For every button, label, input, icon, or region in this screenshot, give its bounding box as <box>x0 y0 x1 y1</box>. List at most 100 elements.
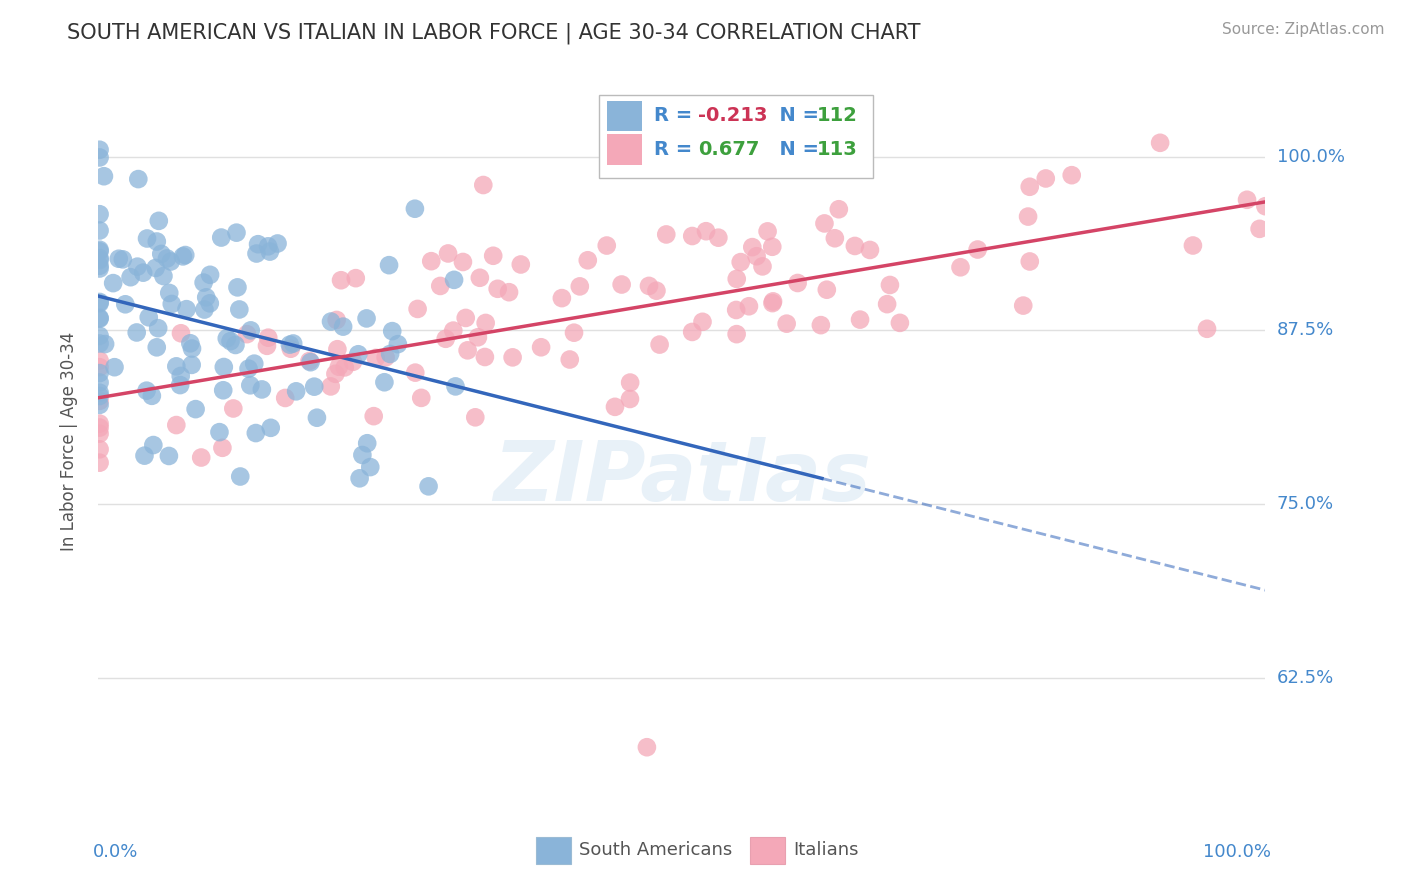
Point <box>212 359 235 374</box>
Point <box>190 450 212 465</box>
Point <box>94 337 117 351</box>
Point <box>215 331 238 345</box>
Point <box>103 360 125 375</box>
Point <box>219 334 242 348</box>
Point <box>429 279 451 293</box>
Point <box>762 294 785 309</box>
Point <box>655 227 678 242</box>
Point <box>681 229 703 244</box>
Point <box>876 297 898 311</box>
Point <box>132 266 155 280</box>
Point <box>285 384 308 399</box>
Point <box>815 283 838 297</box>
Point <box>256 339 278 353</box>
Point <box>89 336 111 351</box>
Point <box>319 314 342 328</box>
Point <box>498 285 520 300</box>
Point <box>125 326 148 340</box>
Point <box>247 237 270 252</box>
Point <box>638 279 661 293</box>
Text: Italians: Italians <box>793 841 858 859</box>
Point <box>141 389 163 403</box>
Point <box>184 402 207 417</box>
Point <box>176 302 198 317</box>
Point <box>209 230 232 244</box>
Point <box>813 216 835 230</box>
Point <box>387 337 409 351</box>
Point <box>381 324 404 338</box>
Point <box>89 353 111 368</box>
Point <box>169 378 191 392</box>
Text: -0.213: -0.213 <box>699 106 768 125</box>
Point <box>89 385 111 400</box>
Point <box>530 340 553 354</box>
Point <box>707 230 730 244</box>
Point <box>879 277 901 292</box>
Point <box>359 460 381 475</box>
Point <box>333 360 356 375</box>
Point <box>239 323 262 337</box>
Point <box>378 347 401 361</box>
Point <box>89 366 111 380</box>
Point <box>373 376 395 390</box>
Point <box>681 325 703 339</box>
Point <box>157 449 180 463</box>
Point <box>1181 238 1204 252</box>
Point <box>170 326 193 341</box>
Point <box>859 243 882 257</box>
Point <box>1012 299 1035 313</box>
Point <box>89 398 111 412</box>
Point <box>136 231 159 245</box>
Point <box>229 469 252 483</box>
Point <box>1018 179 1040 194</box>
Y-axis label: In Labor Force | Age 30-34: In Labor Force | Age 30-34 <box>59 332 77 551</box>
Point <box>93 169 115 184</box>
Point <box>250 383 273 397</box>
Point <box>1149 136 1171 150</box>
Point <box>89 456 111 470</box>
Point <box>1236 193 1258 207</box>
Point <box>741 240 763 254</box>
Point <box>145 340 167 354</box>
Point <box>378 258 401 272</box>
Point <box>474 350 496 364</box>
Point <box>472 178 495 192</box>
Point <box>474 316 496 330</box>
Text: 0.677: 0.677 <box>699 140 759 159</box>
Point <box>824 231 846 245</box>
Text: 100.0%: 100.0% <box>1204 843 1271 861</box>
Point <box>208 425 231 439</box>
Point <box>356 311 378 326</box>
Text: 112: 112 <box>817 106 858 125</box>
Point <box>89 376 111 390</box>
Point <box>89 417 111 431</box>
Point <box>89 420 111 434</box>
Point <box>482 249 505 263</box>
Point <box>619 376 641 390</box>
Point <box>949 260 972 275</box>
Point <box>120 270 142 285</box>
Text: 0.0%: 0.0% <box>93 843 138 861</box>
Point <box>181 342 204 356</box>
Point <box>730 255 752 269</box>
Point <box>145 260 167 275</box>
Point <box>1254 199 1277 213</box>
Point <box>725 302 748 317</box>
Point <box>457 343 479 358</box>
Point <box>558 352 581 367</box>
Point <box>344 271 367 285</box>
Point <box>1060 168 1083 182</box>
Point <box>330 273 353 287</box>
Point <box>170 368 193 383</box>
Point <box>319 379 342 393</box>
Point <box>451 255 474 269</box>
Point <box>101 276 124 290</box>
Point <box>89 223 111 237</box>
Point <box>1249 222 1271 236</box>
Point <box>89 143 111 157</box>
Point <box>165 359 187 374</box>
Point <box>745 249 768 263</box>
Point <box>725 327 748 342</box>
Point <box>89 393 111 408</box>
Point <box>89 310 111 325</box>
